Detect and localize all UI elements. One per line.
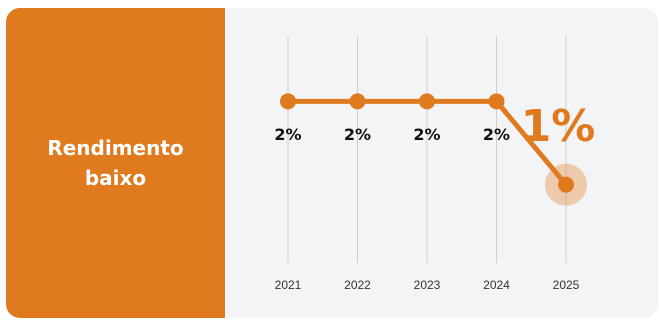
data-label: 2% (344, 125, 371, 144)
data-point-2023 (419, 93, 435, 110)
data-point-2022 (349, 93, 366, 110)
chart-card: Rendimento baixo 2021 2022 2023 2024 2025 2% 2… (6, 8, 658, 318)
x-tick-label: 2021 (275, 278, 302, 292)
panel-title: Rendimento baixo (47, 136, 184, 190)
data-label: 2% (483, 125, 510, 144)
line-chart: 2021 2022 2023 2024 2025 2% 2% 2% 2% 1% (274, 36, 596, 292)
x-tick-label: 2024 (483, 278, 510, 292)
side-panel: Rendimento baixo (6, 8, 225, 318)
data-label: 2% (274, 125, 301, 144)
data-point-2024 (488, 93, 505, 110)
x-tick-label: 2025 (553, 278, 580, 292)
data-point-2025 (558, 176, 574, 193)
x-tick-label: 2023 (414, 278, 441, 292)
data-label: 2% (413, 125, 440, 144)
chart-area: 2021 2022 2023 2024 2025 2% 2% 2% 2% 1% (225, 8, 658, 318)
x-tick-label: 2022 (344, 278, 371, 292)
highlight-data-label: 1% (521, 101, 596, 152)
data-point-2021 (280, 93, 296, 110)
